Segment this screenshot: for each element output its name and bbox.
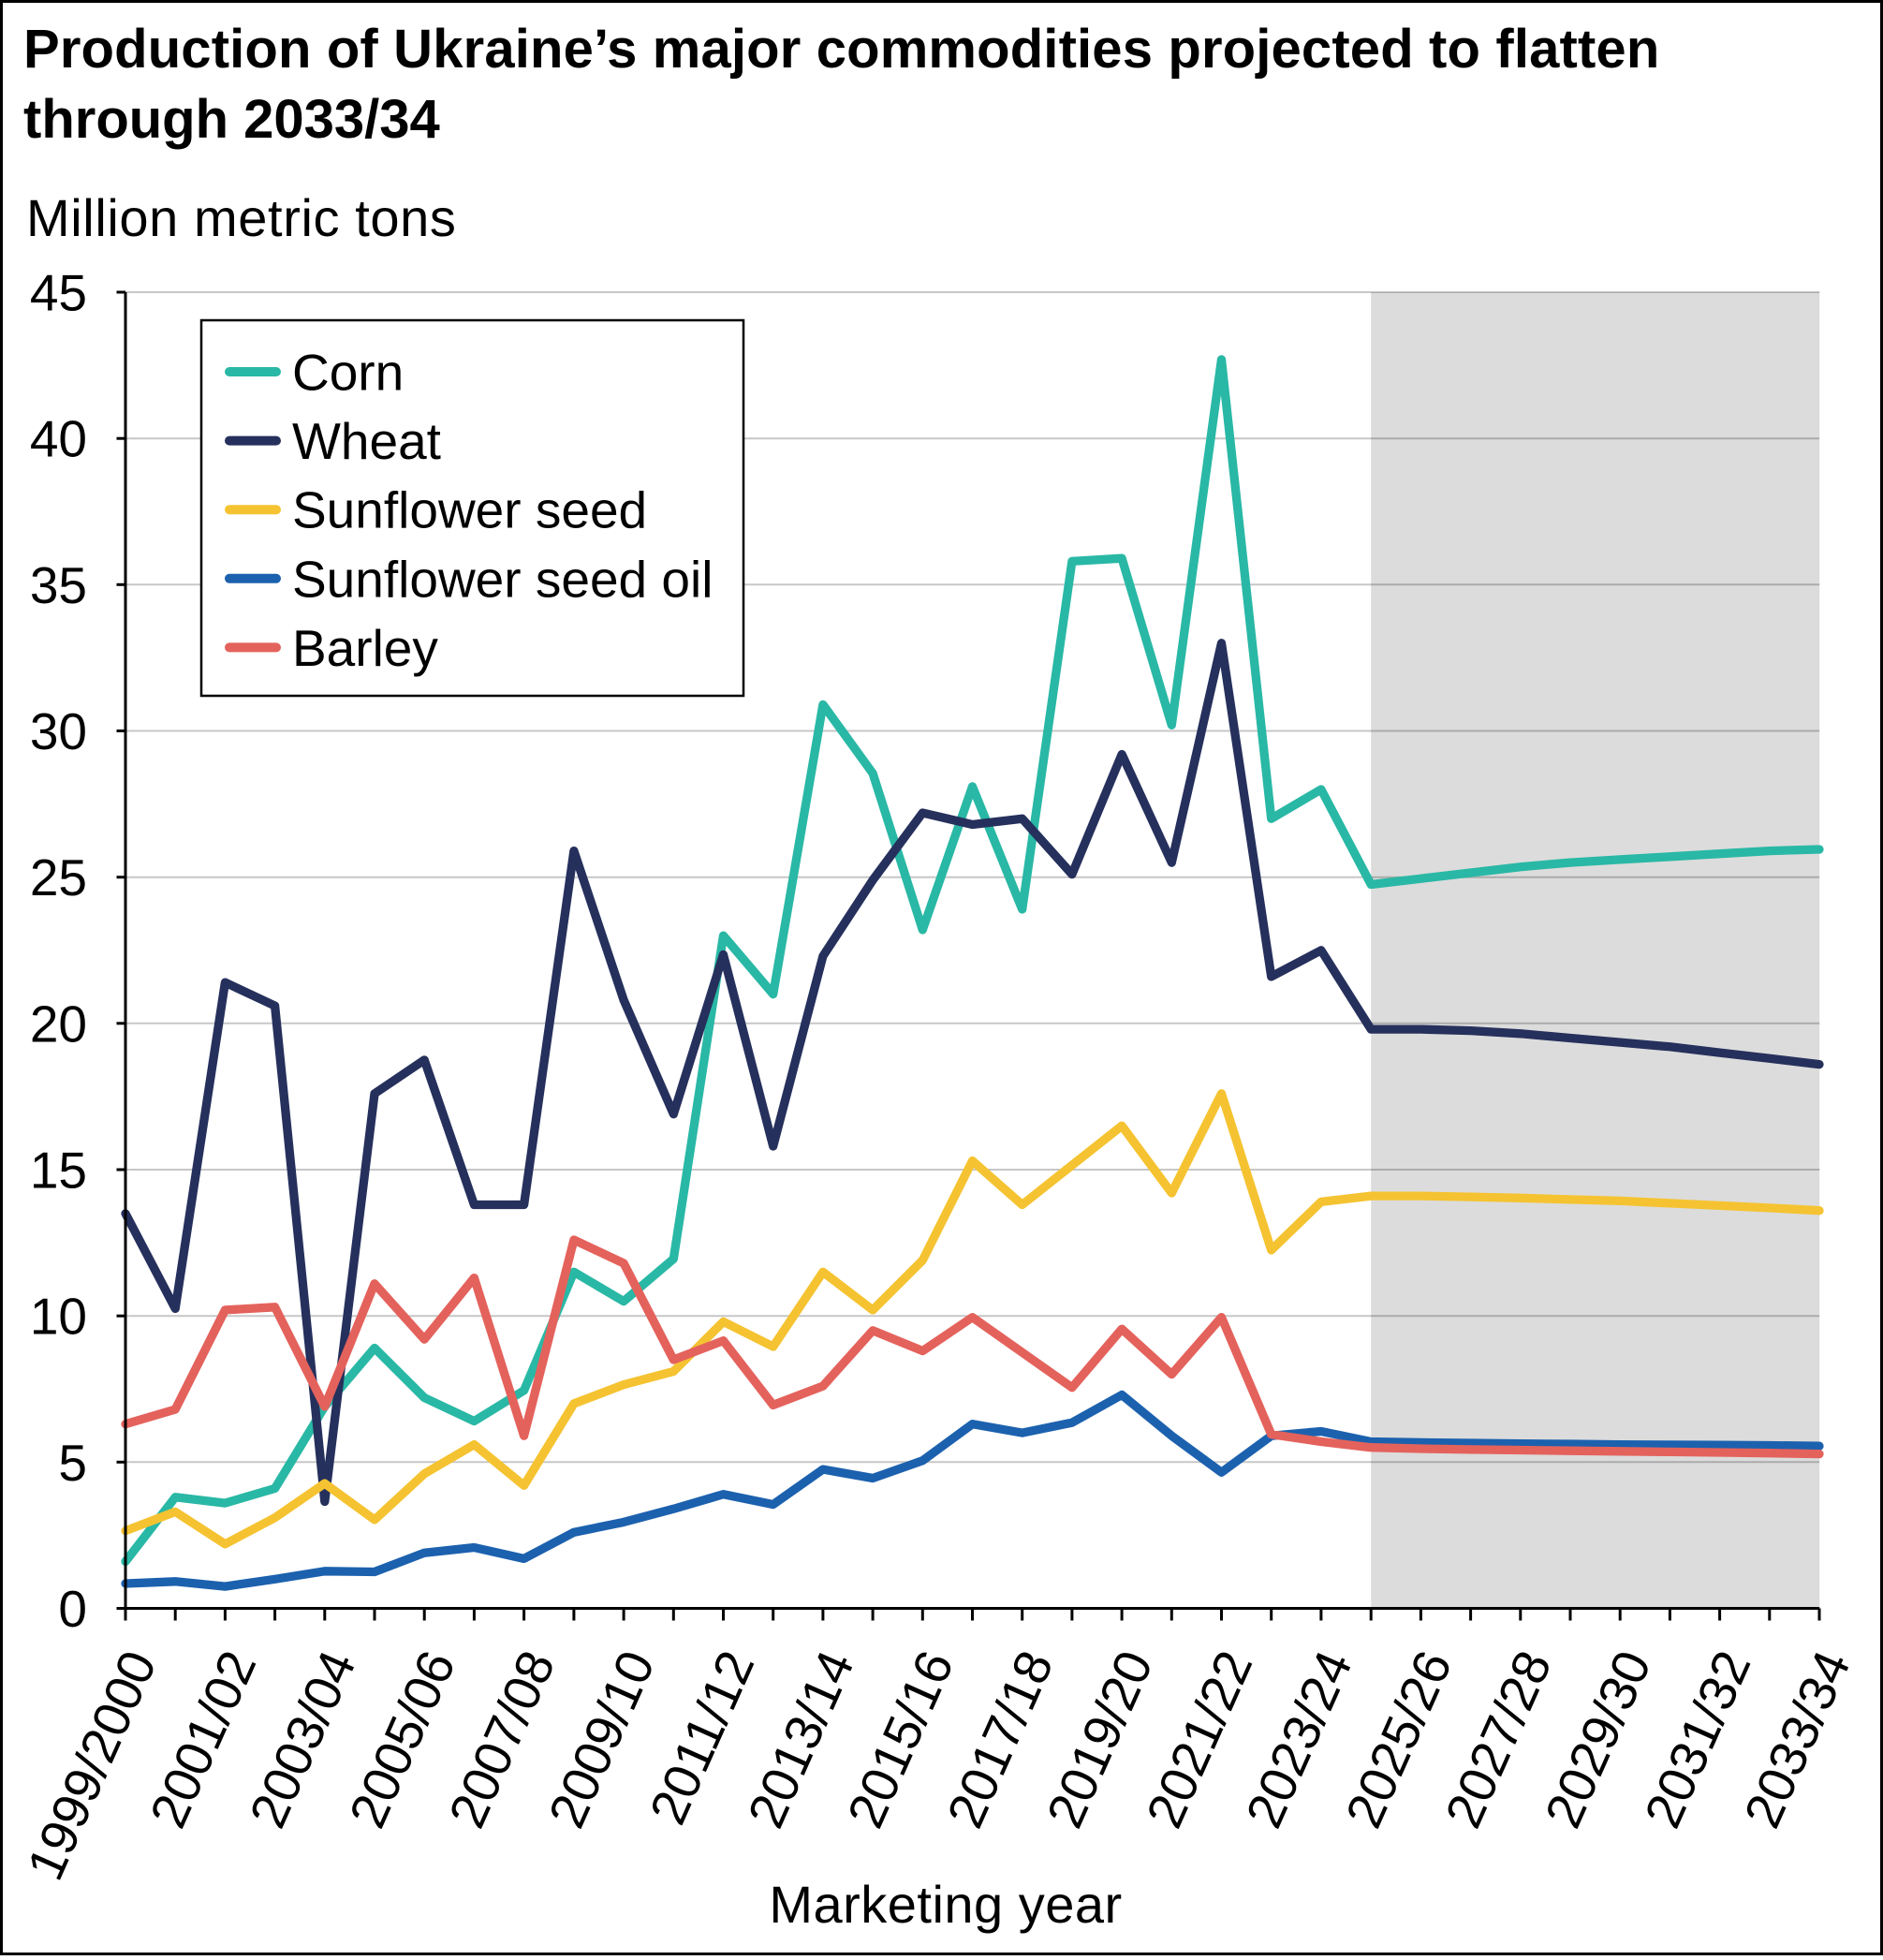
svg-text:25: 25 bbox=[30, 848, 87, 906]
svg-text:Million metric tons: Million metric tons bbox=[26, 188, 457, 247]
svg-text:Marketing year: Marketing year bbox=[769, 1875, 1122, 1934]
svg-text:Sunflower seed: Sunflower seed bbox=[292, 481, 647, 539]
svg-text:through 2033/34: through 2033/34 bbox=[23, 89, 440, 150]
svg-text:Corn: Corn bbox=[292, 344, 404, 402]
svg-text:Sunflower seed oil: Sunflower seed oil bbox=[292, 550, 713, 608]
svg-text:20: 20 bbox=[30, 995, 87, 1053]
svg-text:Wheat: Wheat bbox=[292, 412, 441, 470]
svg-text:15: 15 bbox=[30, 1142, 87, 1200]
svg-text:45: 45 bbox=[30, 264, 87, 322]
svg-text:Production of Ukraine’s major: Production of Ukraine’s major commoditie… bbox=[23, 19, 1659, 80]
svg-text:Barley: Barley bbox=[292, 619, 438, 677]
svg-text:10: 10 bbox=[30, 1288, 87, 1346]
svg-text:0: 0 bbox=[58, 1580, 87, 1638]
svg-text:40: 40 bbox=[30, 410, 87, 468]
svg-text:30: 30 bbox=[30, 702, 87, 760]
svg-text:5: 5 bbox=[58, 1434, 87, 1492]
svg-text:35: 35 bbox=[30, 556, 87, 614]
